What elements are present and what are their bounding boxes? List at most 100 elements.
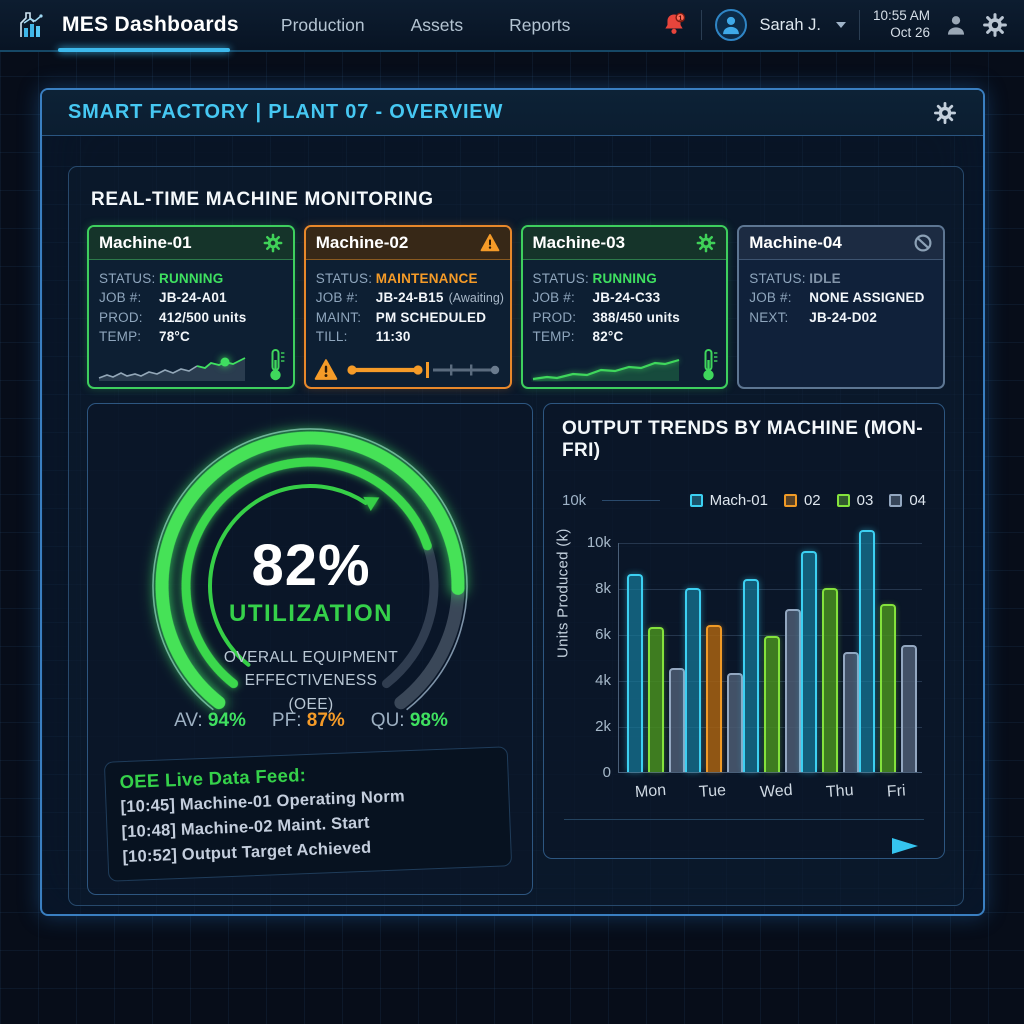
machine-name: Machine-03	[532, 233, 626, 252]
bar-mach-01-tue[interactable]	[685, 588, 701, 772]
warning-triangle-icon	[314, 359, 338, 380]
bar-group-wed	[743, 579, 801, 772]
panel-settings-gear-icon[interactable]	[933, 101, 957, 125]
y-tick: 6k	[595, 626, 611, 643]
top-nav: MES Dashboards Production Assets Reports…	[0, 0, 1024, 52]
utilization-gauge	[152, 428, 468, 744]
job-value: JB-24-C33	[592, 290, 661, 305]
bar-03-wed[interactable]	[764, 636, 780, 772]
user-name[interactable]: Sarah J.	[759, 15, 821, 34]
y-tick: 0	[602, 764, 611, 781]
tab-reports[interactable]: Reports	[509, 14, 571, 35]
bar-04-thu[interactable]	[843, 652, 859, 772]
bar-04-tue[interactable]	[727, 673, 743, 772]
account-person-icon[interactable]	[943, 12, 969, 38]
active-tab-underline	[58, 48, 230, 52]
bar-mach-01-mon[interactable]	[627, 574, 643, 772]
bar-group-fri	[859, 530, 917, 772]
divider	[858, 10, 860, 40]
legend-item-mach-02[interactable]: 02	[783, 492, 821, 509]
utilization-label: UTILIZATION	[228, 600, 394, 627]
legend-axis-label: 10k	[562, 492, 587, 509]
bar-group-mon	[627, 574, 685, 772]
dashboard-header: SMART FACTORY | PLANT 07 - OVERVIEW	[42, 90, 983, 136]
bar-03-fri[interactable]	[880, 604, 896, 772]
page-title: SMART FACTORY | PLANT 07 - OVERVIEW	[68, 101, 504, 123]
y-tick: 10k	[586, 534, 611, 551]
date-text: Oct 26	[890, 25, 930, 40]
legend-item-mach-04[interactable]: 04	[889, 492, 926, 509]
bar-03-mon[interactable]	[648, 627, 664, 772]
bell-badge: 1	[678, 13, 682, 22]
bar-04-fri[interactable]	[901, 645, 917, 772]
oee-stats: AV: 94% PF: 87% QU: 98%	[174, 710, 448, 731]
x-axis-labels: Mon Tue Wed Thu Fri	[634, 781, 906, 802]
job-value: JB-24-B15	[375, 290, 444, 305]
job-value: NONE ASSIGNED	[809, 290, 925, 305]
y-axis-label: Units Produced (k)	[554, 528, 572, 658]
machine-card-03[interactable]: Machine-03 STATUS: RUNNING JOB #: JB-24-C3…	[520, 225, 729, 389]
machine-card-02[interactable]: Machine-02 STATUS: MAINTENANCE JOB #: JB-2…	[303, 225, 512, 389]
bar-04-wed[interactable]	[785, 609, 801, 772]
bar-mach-01-thu[interactable]	[801, 551, 817, 772]
performance-value: 87%	[306, 710, 345, 731]
bar-03-thu[interactable]	[822, 588, 838, 772]
legend-swatch	[783, 494, 797, 507]
tab-production[interactable]: Production	[280, 14, 365, 35]
output-trends-panel: OUTPUT TRENDS BY MACHINE (MON-FRI) 10k M…	[543, 403, 945, 859]
clock-display: 10:55 AM Oct 26	[873, 8, 930, 42]
oee-caption: OVERALL EQUIPMENT EFFECTIVENESS (OEE)	[223, 649, 399, 713]
till-value: 11:30	[375, 329, 411, 344]
notification-bell-icon[interactable]: 1	[660, 11, 688, 39]
temp-sparkline	[532, 358, 679, 381]
job-value: JB-24-A01	[159, 290, 227, 305]
prod-value: 412/500 units	[159, 309, 247, 325]
temp-sparkline	[98, 357, 246, 381]
machine-name: Machine-04	[749, 233, 842, 252]
bar-02-tue[interactable]	[706, 625, 722, 772]
trend-arrow-icon[interactable]	[750, 836, 922, 856]
bar-04-mon[interactable]	[669, 668, 685, 772]
status-value: MAINTENANCE	[375, 270, 478, 286]
maintenance-timeline	[346, 362, 499, 378]
legend-swatch	[889, 494, 903, 507]
oee-live-feed: OEE Live Data Feed: [10:45] Machine-01 O…	[103, 746, 513, 882]
blocked-icon	[914, 234, 932, 252]
warning-triangle-icon	[480, 234, 499, 252]
legend-divider-line	[602, 500, 660, 501]
temp-value: 82°C	[592, 329, 624, 344]
utilization-value: 82%	[251, 533, 371, 598]
bar-chart-plot: Units Produced (k) 10k 8k 6k 4k 2k 0	[555, 528, 922, 781]
bar-group-tue	[685, 588, 743, 772]
y-tick: 2k	[595, 718, 611, 735]
legend-item-mach-03[interactable]: 03	[836, 492, 873, 509]
machine-card-04[interactable]: Machine-04 STATUS: IDLE JOB #: NONE ASSIGN…	[737, 225, 945, 389]
chart-legend: 10k Mach-01 02 03 04	[562, 492, 926, 509]
settings-gear-icon[interactable]	[982, 12, 1008, 38]
temp-value: 78°C	[159, 329, 190, 344]
tab-mes-dashboards[interactable]: MES Dashboards	[62, 13, 239, 36]
availability-value: 94%	[207, 710, 246, 731]
status-value: IDLE	[809, 270, 841, 286]
section-title: REAL-TIME MACHINE MONITORING	[91, 189, 434, 210]
quality-value: 98%	[409, 710, 448, 731]
legend-item-mach-01[interactable]: Mach-01	[689, 492, 768, 509]
machine-gear-icon[interactable]	[696, 233, 716, 253]
next-value: JB-24-D02	[809, 309, 878, 325]
chevron-down-icon[interactable]	[835, 22, 846, 28]
dashboard-panel: SMART FACTORY | PLANT 07 - OVERVIEW REAL…	[40, 88, 985, 916]
user-avatar[interactable]	[714, 9, 747, 41]
oee-gauge-panel: 82% UTILIZATION OVERALL EQUIPMENT EFFECTI…	[87, 403, 533, 895]
machine-gear-icon[interactable]	[263, 233, 283, 253]
prod-value: 388/450 units	[592, 309, 680, 325]
tab-assets[interactable]: Assets	[410, 14, 464, 35]
job-suffix: (Awaiting)	[448, 291, 504, 305]
bar-mach-01-fri[interactable]	[859, 530, 875, 772]
bar-mach-01-wed[interactable]	[743, 579, 759, 772]
machine-name: Machine-02	[315, 233, 409, 252]
time-text: 10:55 AM	[872, 8, 930, 24]
machine-name: Machine-01	[99, 233, 192, 252]
machine-card-01[interactable]: Machine-01 STATUS: RUNNING JOB #: JB-24-A0…	[87, 225, 295, 389]
divider	[564, 819, 924, 820]
app-logo-icon	[20, 12, 43, 37]
